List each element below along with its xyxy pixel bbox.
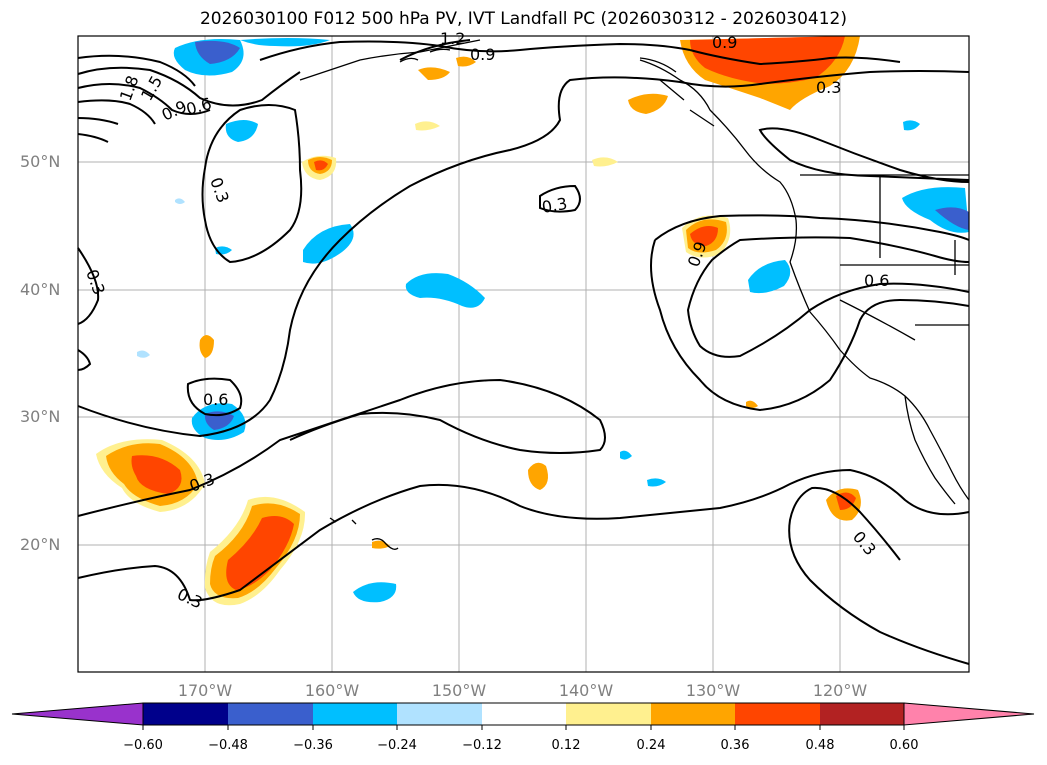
colorbar-tick-label: −0.60 bbox=[123, 738, 163, 753]
neg-blob-7 bbox=[353, 582, 397, 603]
shading-negative bbox=[137, 38, 969, 603]
colorbar-tick-label: 0.36 bbox=[720, 738, 750, 753]
contour-0.3-south2 bbox=[77, 378, 606, 517]
lat-label: 20°N bbox=[20, 535, 61, 554]
contour-label: 0.6 bbox=[864, 271, 889, 290]
contour-top-3 bbox=[689, 49, 901, 66]
pos-blob-6 bbox=[528, 462, 548, 490]
contour-label: 0.3 bbox=[816, 78, 841, 97]
lat-label: 50°N bbox=[20, 152, 61, 171]
map-title: 2026030100 F012 500 hPa PV, IVT Landfall… bbox=[199, 9, 847, 29]
contour-label: 0.9 bbox=[712, 33, 737, 52]
contour-label: 0.3 bbox=[540, 194, 568, 217]
graticule bbox=[78, 36, 969, 672]
alaska-coast bbox=[299, 39, 481, 81]
contour-top-1 bbox=[259, 40, 691, 61]
contour-nw-4 bbox=[77, 99, 156, 125]
lon-label: 120°W bbox=[812, 681, 868, 700]
neg-blob-2 bbox=[303, 224, 354, 264]
lon-label: 130°W bbox=[685, 681, 741, 700]
lon-label: 150°W bbox=[431, 681, 487, 700]
hawaii bbox=[329, 517, 399, 550]
colorbar-extend-min bbox=[11, 702, 144, 726]
lon-label: 160°W bbox=[304, 681, 360, 700]
contour-nw-2 bbox=[77, 83, 211, 115]
contour-0.3-south bbox=[77, 468, 970, 602]
neg-blob-4 bbox=[748, 260, 791, 294]
west-coast-us bbox=[789, 261, 970, 501]
colorbar-tick-label: 0.24 bbox=[636, 738, 666, 753]
contour-0.3-west bbox=[77, 247, 100, 325]
lon-label: 170°W bbox=[177, 681, 233, 700]
lat-label: 30°N bbox=[20, 407, 61, 426]
map-frame bbox=[77, 35, 970, 673]
colorbar-tick-label: 0.60 bbox=[889, 738, 919, 753]
contour-label: 0.9 bbox=[470, 45, 495, 64]
contour-label: 1.2 bbox=[440, 29, 465, 48]
contour-label: 0.6 bbox=[203, 390, 228, 409]
contour-0.3-nw bbox=[201, 104, 303, 264]
contour-0.6-small bbox=[186, 377, 243, 417]
neg-blob-1 bbox=[225, 120, 258, 142]
baja bbox=[904, 395, 956, 505]
land-borders bbox=[800, 174, 969, 341]
contour-0.6-main bbox=[77, 70, 970, 438]
colorbar-tick-label: −0.36 bbox=[293, 738, 333, 753]
contour-nw-1 bbox=[77, 66, 301, 107]
contour-nw-6 bbox=[77, 133, 109, 143]
bc-coast bbox=[639, 59, 798, 263]
colorbar-tick-label: 0.48 bbox=[805, 738, 835, 753]
colorbar-tick-label: −0.48 bbox=[208, 738, 248, 753]
pv-contours bbox=[77, 39, 970, 665]
lat-label: 40°N bbox=[20, 280, 61, 299]
contour-top-2 bbox=[399, 39, 471, 61]
contour-0.6-east bbox=[686, 236, 970, 358]
colorbar-tick-label: −0.24 bbox=[377, 738, 417, 753]
contour-0.3-west2 bbox=[77, 349, 92, 371]
colorbar bbox=[11, 702, 1035, 730]
contour-nw-5 bbox=[77, 117, 119, 125]
colorbar-tick-label: −0.12 bbox=[462, 738, 502, 753]
contour-nw-3 bbox=[77, 54, 196, 87]
colorbar-tick-label: 0.12 bbox=[551, 738, 581, 753]
colorbar-extend-max bbox=[903, 702, 1035, 726]
neg-blob-3 bbox=[405, 273, 485, 308]
alaska-panhandle bbox=[639, 57, 715, 127]
contour-0.3-loop-se bbox=[788, 486, 970, 665]
coastlines bbox=[299, 39, 970, 550]
lon-label: 140°W bbox=[558, 681, 614, 700]
contour-0.3-small bbox=[539, 184, 581, 213]
contour-0.9-loop bbox=[650, 214, 970, 412]
contour-0.9-east bbox=[758, 127, 970, 183]
